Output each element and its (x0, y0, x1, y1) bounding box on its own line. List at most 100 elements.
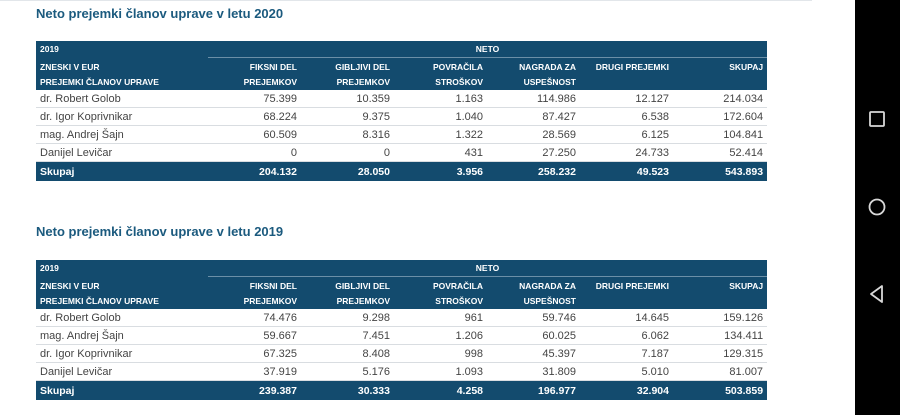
value-cell: 961 (394, 309, 487, 327)
value-cell: 9.375 (301, 107, 394, 126)
value-cell: 7.451 (301, 326, 394, 345)
table-row: dr. Robert Golob 74.476 9.298 961 59.746 14.6… (36, 309, 768, 327)
total-value: 3.956 (394, 161, 487, 181)
recent-apps-button[interactable] (866, 108, 888, 130)
total-value: 49.523 (580, 161, 673, 181)
value-cell: 59.746 (487, 309, 580, 327)
value-cell: 104.841 (673, 125, 768, 144)
column-header-line: GIBLJIVI DEL (335, 281, 390, 291)
document-page: Neto prejemki članov uprave v letu 2020 … (0, 0, 855, 415)
value-cell: 68.224 (208, 107, 301, 126)
member-name: dr. Robert Golob (36, 90, 208, 108)
total-value: 30.333 (301, 380, 394, 400)
column-header-line: FIKSNI DEL (249, 281, 297, 291)
value-cell: 12.127 (580, 90, 673, 108)
value-cell: 24.733 (580, 143, 673, 162)
column-header-line: FIKSNI DEL (249, 62, 297, 72)
column-header-line: PREJEMKOV (243, 296, 297, 306)
value-cell: 1.163 (394, 90, 487, 108)
value-cell: 6.538 (580, 107, 673, 126)
total-value: 4.258 (394, 380, 487, 400)
table-row: dr. Igor Koprivnikar 68.224 9.375 1.040 87.4… (36, 107, 768, 126)
column-header-line: PREJEMKOV (243, 77, 297, 87)
column-header: FIKSNI DEL PREJEMKOV (208, 57, 301, 90)
home-button[interactable] (866, 196, 888, 218)
value-cell: 134.411 (673, 326, 768, 345)
table-row: Danijel Levičar 37.919 5.176 1.093 31.809 5.0… (36, 362, 768, 381)
total-label: Skupaj (36, 161, 208, 181)
value-cell: 74.476 (208, 309, 301, 327)
total-value: 258.232 (487, 161, 580, 181)
value-cell: 27.250 (487, 143, 580, 162)
header-year: 2019 (36, 41, 208, 58)
value-cell: 0 (301, 143, 394, 162)
column-header: NAGRADA ZA USPEŠNOST (487, 276, 580, 309)
value-cell: 87.427 (487, 107, 580, 126)
column-header: FIKSNI DEL PREJEMKOV (208, 276, 301, 309)
column-header-line: STROŠKOV (435, 77, 483, 87)
member-name: Danijel Levičar (36, 362, 208, 381)
member-name: dr. Robert Golob (36, 309, 208, 327)
column-header: POVRAČILA STROŠKOV (394, 276, 487, 309)
value-cell: 5.176 (301, 362, 394, 381)
member-name: mag. Andrej Šajn (36, 125, 208, 144)
column-header-line: POVRAČILA (432, 281, 483, 291)
value-cell: 14.645 (580, 309, 673, 327)
table-row: mag. Andrej Šajn 60.509 8.316 1.322 28.569 6.… (36, 125, 768, 144)
value-cell: 1.040 (394, 107, 487, 126)
column-header: DRUGI PREJEMKI (580, 57, 673, 90)
back-icon (870, 285, 883, 303)
header-unit-line2: PREJEMKI ČLANOV UPRAVE (40, 295, 159, 306)
total-value: 503.859 (673, 380, 768, 400)
value-cell: 31.809 (487, 362, 580, 381)
back-button[interactable] (866, 283, 888, 305)
value-cell: 28.569 (487, 125, 580, 144)
total-value: 239.387 (208, 380, 301, 400)
top-divider (0, 0, 812, 1)
table-row: Danijel Levičar 0 0 431 27.250 24.733 52.414 (36, 143, 768, 162)
column-header-line: USPEŠNOST (523, 77, 576, 87)
column-header-line: NAGRADA ZA (519, 62, 576, 72)
value-cell: 45.397 (487, 344, 580, 363)
value-cell: 114.986 (487, 90, 580, 108)
value-cell: 172.604 (673, 107, 768, 126)
column-header-line: POVRAČILA (432, 62, 483, 72)
value-cell: 60.025 (487, 326, 580, 345)
table-row: dr. Igor Koprivnikar 67.325 8.408 998 45.397… (36, 344, 768, 363)
value-cell: 0 (208, 143, 301, 162)
column-header-line: NAGRADA ZA (519, 281, 576, 291)
total-value: 543.893 (673, 161, 768, 181)
header-neto: NETO (208, 41, 768, 58)
total-value: 204.132 (208, 161, 301, 181)
value-cell: 59.667 (208, 326, 301, 345)
remuneration-table-2019: 2019 NETO ZNESKI V EUR PREJEMKI ČLANOV UPRA… (36, 260, 768, 400)
column-header: GIBLJIVI DEL PREJEMKOV (301, 276, 394, 309)
header-unit-line2: PREJEMKI ČLANOV UPRAVE (40, 76, 159, 87)
value-cell: 37.919 (208, 362, 301, 381)
column-header-line: SKUPAJ (729, 62, 764, 72)
value-cell: 431 (394, 143, 487, 162)
member-name: Danijel Levičar (36, 143, 208, 162)
recent-apps-icon (869, 111, 885, 127)
total-value: 32.904 (580, 380, 673, 400)
column-header-line: PREJEMKOV (336, 296, 390, 306)
member-name: mag. Andrej Šajn (36, 326, 208, 345)
system-navigation-bar (855, 0, 900, 415)
value-cell: 52.414 (673, 143, 768, 162)
table-row: mag. Andrej Šajn 59.667 7.451 1.206 60.025 6.… (36, 326, 768, 345)
value-cell: 6.125 (580, 125, 673, 144)
value-cell: 1.206 (394, 326, 487, 345)
column-header-line: SKUPAJ (729, 281, 764, 291)
remuneration-table-2020: 2019 NETO ZNESKI V EUR PREJEMKI ČLANOV UPRA… (36, 41, 768, 181)
home-icon (868, 198, 886, 216)
header-unit: ZNESKI V EUR PREJEMKI ČLANOV UPRAVE (36, 276, 208, 309)
column-header: POVRAČILA STROŠKOV (394, 57, 487, 90)
column-header: SKUPAJ (673, 276, 768, 309)
column-header: NAGRADA ZA USPEŠNOST (487, 57, 580, 90)
value-cell: 7.187 (580, 344, 673, 363)
member-name: dr. Igor Koprivnikar (36, 344, 208, 363)
header-year: 2019 (36, 260, 208, 277)
header-unit: ZNESKI V EUR PREJEMKI ČLANOV UPRAVE (36, 57, 208, 90)
total-row: Skupaj 204.132 28.050 3.956 258.232 49.523 543… (36, 161, 768, 181)
total-row: Skupaj 239.387 30.333 4.258 196.977 32.904 503… (36, 380, 768, 400)
